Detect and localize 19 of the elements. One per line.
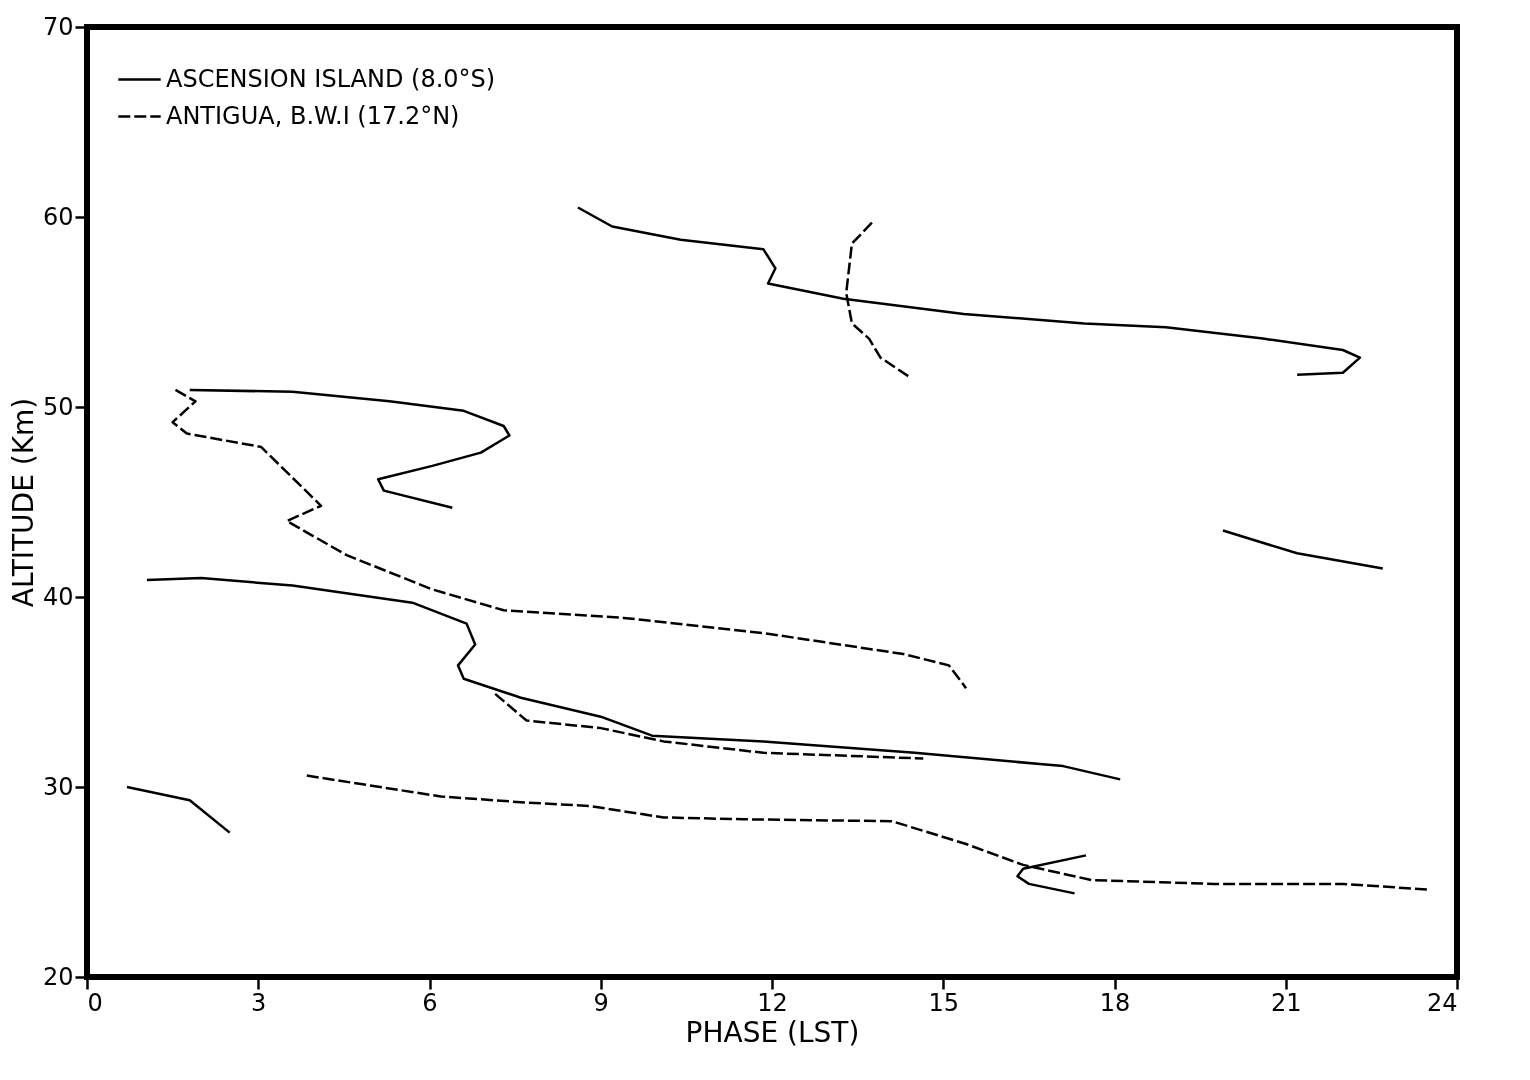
y-tick-label: 70 — [42, 12, 74, 41]
y-tick-label: 20 — [42, 962, 74, 991]
y-tick-label: 60 — [42, 202, 74, 231]
y-tick-label: 30 — [42, 772, 74, 801]
x-tick-label: 21 — [1270, 988, 1302, 1017]
x-tick-label: 6 — [422, 988, 438, 1017]
x-tick-label: 24 — [1426, 988, 1458, 1017]
x-tick-label: 15 — [928, 988, 960, 1017]
x-axis-title: PHASE (LST) — [685, 1015, 860, 1049]
legend-label: ANTIGUA, B.W.I (17.2°N) — [166, 101, 460, 130]
x-tick-label: 3 — [251, 988, 267, 1017]
y-tick-label: 40 — [42, 582, 74, 611]
x-tick-label: 9 — [593, 988, 609, 1017]
legend-label: ASCENSION ISLAND (8.0°S) — [166, 64, 496, 93]
x-tick-label: 18 — [1099, 988, 1131, 1017]
x-tick-label: 12 — [757, 988, 788, 1017]
y-axis-title: ALTITUDE (Km) — [6, 397, 40, 608]
y-tick-label: 50 — [42, 392, 74, 421]
x-tick-label: 0 — [87, 988, 103, 1017]
